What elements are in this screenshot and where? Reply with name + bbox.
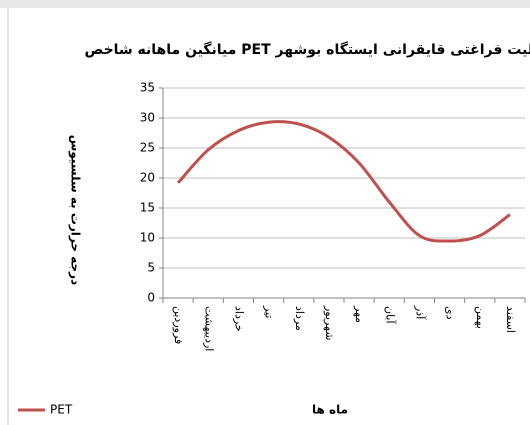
y-tick-label: 10 (140, 231, 155, 245)
x-axis-label: ماه ها (312, 403, 348, 417)
x-tick-label: اسفند (504, 306, 517, 333)
y-tick-label: 35 (140, 81, 155, 95)
x-tick-label: تیر (263, 305, 276, 318)
y-tick-label: 0 (147, 291, 155, 305)
x-tick-label: آذر (413, 305, 427, 320)
x-tick-label: بهمن (474, 306, 487, 329)
x-tick-label: اردیبهشت (202, 306, 215, 351)
ruler (0, 0, 530, 8)
x-tick-label: شهریور (323, 305, 336, 340)
x-tick-label: مرداد (293, 306, 306, 331)
x-tick-label: مهر (353, 305, 366, 323)
x-tick-label: دی (444, 306, 457, 320)
y-axis-label: درجه حرارت به سلسیوس (68, 135, 83, 285)
y-tick-label: 30 (140, 111, 155, 125)
series-line (176, 120, 511, 243)
y-tick-label: 25 (140, 141, 155, 155)
chart-title: میانگین ماهانه شاخص PET در فعالیت فراغتی… (84, 41, 530, 58)
y-tick-label: 15 (140, 201, 155, 215)
y-tick-label: 20 (140, 171, 155, 185)
x-tick-label: خرداد (232, 306, 245, 332)
legend-label: PET (50, 403, 73, 417)
y-tick-label: 5 (147, 261, 155, 275)
x-tick-label: فروردین (172, 306, 185, 344)
x-tick-label: آبان (383, 306, 397, 324)
